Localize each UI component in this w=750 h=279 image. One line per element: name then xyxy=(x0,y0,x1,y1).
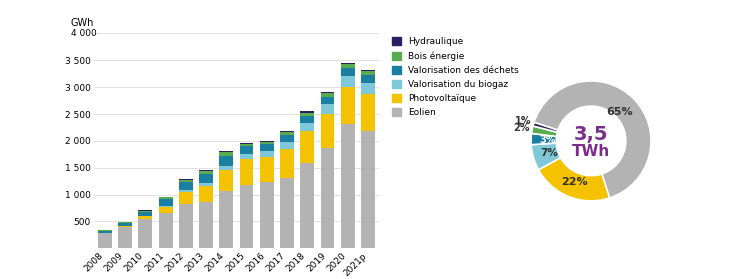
Bar xyxy=(139,216,152,219)
Bar xyxy=(200,183,213,186)
Bar xyxy=(179,179,193,180)
Bar xyxy=(98,231,112,233)
Bar xyxy=(362,75,375,83)
Bar xyxy=(118,223,132,226)
Text: 3,5: 3,5 xyxy=(574,125,608,145)
Bar xyxy=(280,135,294,142)
Bar xyxy=(280,133,294,135)
Bar xyxy=(341,68,355,76)
Bar xyxy=(280,131,294,133)
Wedge shape xyxy=(538,158,610,201)
Bar xyxy=(118,227,132,248)
Text: 4 000: 4 000 xyxy=(71,29,97,38)
Bar xyxy=(118,222,132,223)
Bar xyxy=(179,180,193,182)
Bar xyxy=(240,185,254,248)
Bar xyxy=(260,182,274,248)
Bar xyxy=(321,92,334,93)
Bar xyxy=(321,93,334,97)
Bar xyxy=(179,190,193,192)
Bar xyxy=(301,111,314,113)
Text: 65%: 65% xyxy=(607,107,633,117)
Bar xyxy=(321,114,334,148)
Bar xyxy=(200,174,213,183)
Legend: Hydraulique, Bois énergie, Valorisation des déchets, Valorisation du biogaz, Pho: Hydraulique, Bois énergie, Valorisation … xyxy=(388,33,523,121)
Wedge shape xyxy=(531,143,560,170)
Wedge shape xyxy=(534,81,651,198)
Bar xyxy=(159,199,172,206)
Bar xyxy=(260,142,274,145)
Bar xyxy=(260,145,274,151)
Text: 7%: 7% xyxy=(540,148,558,158)
Bar xyxy=(179,204,193,248)
Bar xyxy=(240,144,254,146)
Bar xyxy=(280,142,294,150)
Bar xyxy=(139,219,152,248)
Bar xyxy=(220,151,233,152)
Bar xyxy=(240,159,254,185)
Bar xyxy=(200,170,213,174)
Wedge shape xyxy=(533,122,558,132)
Bar xyxy=(301,123,314,131)
Bar xyxy=(260,141,274,142)
Bar xyxy=(98,230,112,231)
Bar xyxy=(139,210,152,211)
Bar xyxy=(362,131,375,248)
Bar xyxy=(362,71,375,75)
Bar xyxy=(260,157,274,182)
Bar xyxy=(240,146,254,153)
Bar xyxy=(159,197,172,198)
Bar xyxy=(362,70,375,71)
Bar xyxy=(301,113,314,116)
Bar xyxy=(159,206,172,208)
Bar xyxy=(159,198,172,199)
Bar xyxy=(98,233,112,248)
Bar xyxy=(321,104,334,114)
Bar xyxy=(118,226,132,227)
Bar xyxy=(139,211,152,212)
Bar xyxy=(200,186,213,202)
Wedge shape xyxy=(531,133,556,145)
Bar xyxy=(341,76,355,87)
Bar xyxy=(179,182,193,190)
Bar xyxy=(301,131,314,163)
Bar xyxy=(321,148,334,248)
Bar xyxy=(220,170,233,191)
Bar xyxy=(280,178,294,248)
Bar xyxy=(341,87,355,124)
Bar xyxy=(240,143,254,144)
Bar xyxy=(341,63,355,64)
Bar xyxy=(280,150,294,178)
Bar xyxy=(362,94,375,131)
Text: TWh: TWh xyxy=(572,144,610,159)
Bar xyxy=(301,163,314,248)
Bar xyxy=(220,191,233,248)
Text: GWh: GWh xyxy=(71,18,94,28)
Wedge shape xyxy=(532,126,557,136)
Bar xyxy=(220,152,233,156)
Bar xyxy=(139,212,152,216)
Bar xyxy=(301,116,314,123)
Bar xyxy=(159,208,172,213)
Bar xyxy=(341,64,355,68)
Bar xyxy=(321,97,334,104)
Bar xyxy=(179,192,193,204)
Bar xyxy=(240,153,254,159)
Text: 1%: 1% xyxy=(514,116,531,126)
Bar xyxy=(159,213,172,248)
Text: 22%: 22% xyxy=(562,177,588,187)
Text: 3%: 3% xyxy=(539,134,556,145)
Bar xyxy=(220,156,233,166)
Bar xyxy=(200,202,213,248)
Text: 2%: 2% xyxy=(513,123,529,133)
Bar xyxy=(220,166,233,170)
Bar xyxy=(260,151,274,157)
Bar xyxy=(362,83,375,94)
Bar xyxy=(341,124,355,248)
